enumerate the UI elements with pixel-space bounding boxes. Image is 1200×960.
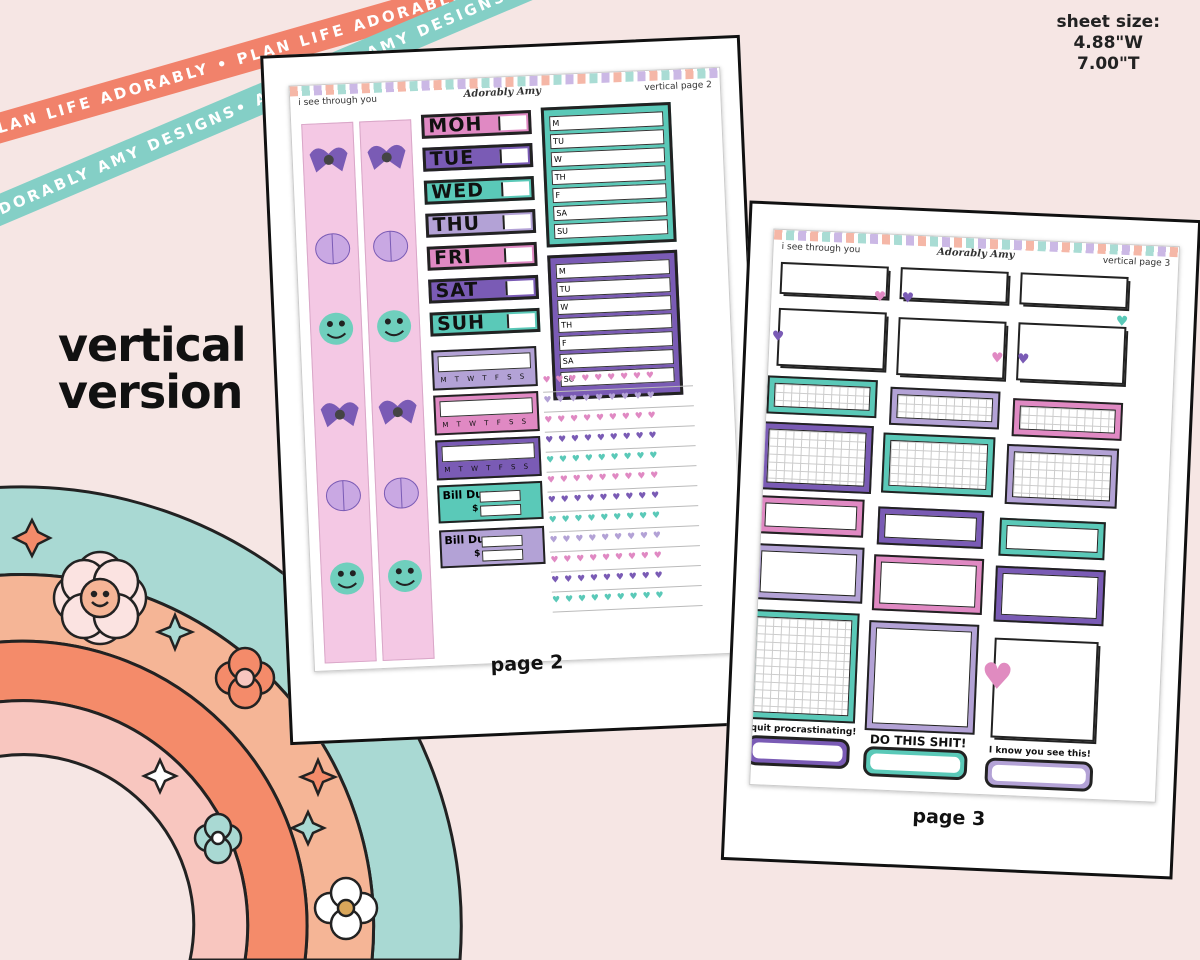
blank-box-sticker (776, 307, 887, 371)
sheet-size-title: sheet size: (1056, 12, 1161, 32)
headline-line2: version (58, 365, 243, 419)
bat-icon (320, 402, 359, 428)
brand-logo: Adorably Amy (463, 85, 542, 100)
heart-icon: ♥ (980, 656, 1015, 699)
bill-due-sticker: Bill Due $ (437, 480, 544, 524)
bat-icon (367, 144, 406, 170)
sheet-page-label: vertical page 2 (644, 80, 713, 94)
sparkle-icon (154, 611, 196, 653)
habit-tracker-sticker: M T W T F S S (433, 390, 540, 436)
headline: vertical version (58, 318, 247, 419)
day-label-sticker: THU (425, 208, 537, 238)
outline-box-sticker (876, 506, 985, 549)
label-tag-sticker (862, 745, 968, 781)
heart-icon: ♥ (873, 288, 887, 306)
bat-pumpkin-strip (301, 121, 377, 664)
heart-divider-stickers: ♥ ♥ ♥ ♥ ♥ ♥ ♥ ♥ ♥ ♥ ♥ ♥ ♥ ♥ ♥ ♥ ♥ ♥ ♥ ♥ … (542, 369, 703, 615)
bat-pumpkin-strip (359, 119, 435, 662)
currency-symbol: $ (473, 548, 481, 559)
grid-frame-sticker (759, 421, 874, 495)
blank-box-sticker (1019, 272, 1129, 310)
day-label-sticker: FRI (426, 241, 538, 271)
smiley-flower-icon (52, 550, 148, 646)
weekly-checklist-teal: M TU W TH F SA SU (540, 101, 677, 248)
outline-box-sticker (993, 565, 1106, 627)
sheet-size-height: 7.00"T (1077, 54, 1140, 74)
habit-tracker-sticker: M T W T F S S (435, 435, 542, 481)
page-3-photo-frame: i see through you Adorably Amy vertical … (720, 200, 1200, 880)
grid-frame-sticker (1004, 443, 1120, 509)
pumpkin-icon (383, 477, 419, 509)
sparkle-icon (297, 756, 339, 798)
heart-icon: ♥ (1016, 351, 1030, 368)
strip-artwork (367, 144, 423, 592)
sparkle-icon (288, 808, 328, 848)
bat-icon (378, 399, 417, 425)
sheet-title: i see through you (781, 241, 861, 256)
sheet-size-label: sheet size: 4.88"W 7.00"T (1057, 12, 1161, 75)
page-3-caption: page 3 (912, 805, 986, 831)
large-box-sticker (864, 620, 980, 735)
white-flower-icon (313, 876, 379, 941)
coral-flower-icon (214, 646, 276, 710)
sheet-title: i see through you (298, 94, 378, 109)
blank-box-sticker (1016, 322, 1127, 385)
day-label-sticker: TUE (422, 143, 534, 172)
heart-icon: ♥ (771, 328, 785, 346)
outline-box-sticker (871, 554, 985, 615)
day-label-sticker: WED (423, 175, 535, 205)
grid-frame-sticker (888, 386, 1001, 430)
jack-o-lantern-icon (388, 559, 423, 592)
label-tag-sticker (984, 757, 1094, 792)
blank-box-sticker (896, 317, 1007, 380)
outline-box-sticker (752, 543, 865, 604)
day-label-sticker: MOH (420, 110, 532, 139)
heart-icon: ♥ (901, 290, 915, 307)
mint-flower-icon (193, 812, 243, 865)
jack-o-lantern-icon (319, 312, 354, 345)
bat-icon (309, 147, 348, 173)
bill-due-sticker: Bill Due $ (439, 525, 546, 569)
sparkle-icon (11, 517, 53, 559)
habit-tracker-sticker: M T W T F S S (431, 346, 538, 391)
day-label-sticker: SUH (429, 307, 541, 337)
grid-frame-sticker (880, 432, 996, 498)
pumpkin-icon (373, 230, 409, 262)
day-label-sticker: SAT (428, 274, 540, 304)
jack-o-lantern-icon (330, 562, 365, 595)
sheet-page-label: vertical page 3 (1102, 255, 1171, 269)
jack-o-lantern-icon (377, 310, 412, 343)
pumpkin-icon (315, 233, 351, 265)
grid-frame-sticker (1011, 398, 1124, 441)
page-2-photo-frame: i see through you Adorably Amy vertical … (260, 34, 770, 746)
label-tag-sticker (749, 734, 851, 770)
currency-symbol: $ (471, 503, 479, 514)
outline-box-sticker (998, 517, 1106, 561)
brand-logo: Adorably Amy (936, 246, 1015, 262)
blank-box-sticker (899, 267, 1009, 304)
blank-box-sticker (779, 261, 889, 299)
pumpkin-icon (325, 480, 361, 512)
strip-artwork (309, 147, 365, 595)
headline-line1: vertical (58, 318, 247, 372)
grid-frame-sticker (766, 375, 878, 419)
outline-box-sticker (757, 495, 865, 538)
page-2-sticker-sheet: i see through you Adorably Amy vertical … (288, 66, 746, 673)
heart-icon: ♥ (990, 350, 1004, 367)
sheet-size-width: 4.88"W (1073, 33, 1144, 53)
large-grid-sticker (749, 608, 860, 724)
page-3-sticker-sheet: i see through you Adorably Amy vertical … (749, 228, 1181, 803)
rainbow-illustration (0, 485, 463, 960)
sparkle-icon (140, 756, 180, 796)
